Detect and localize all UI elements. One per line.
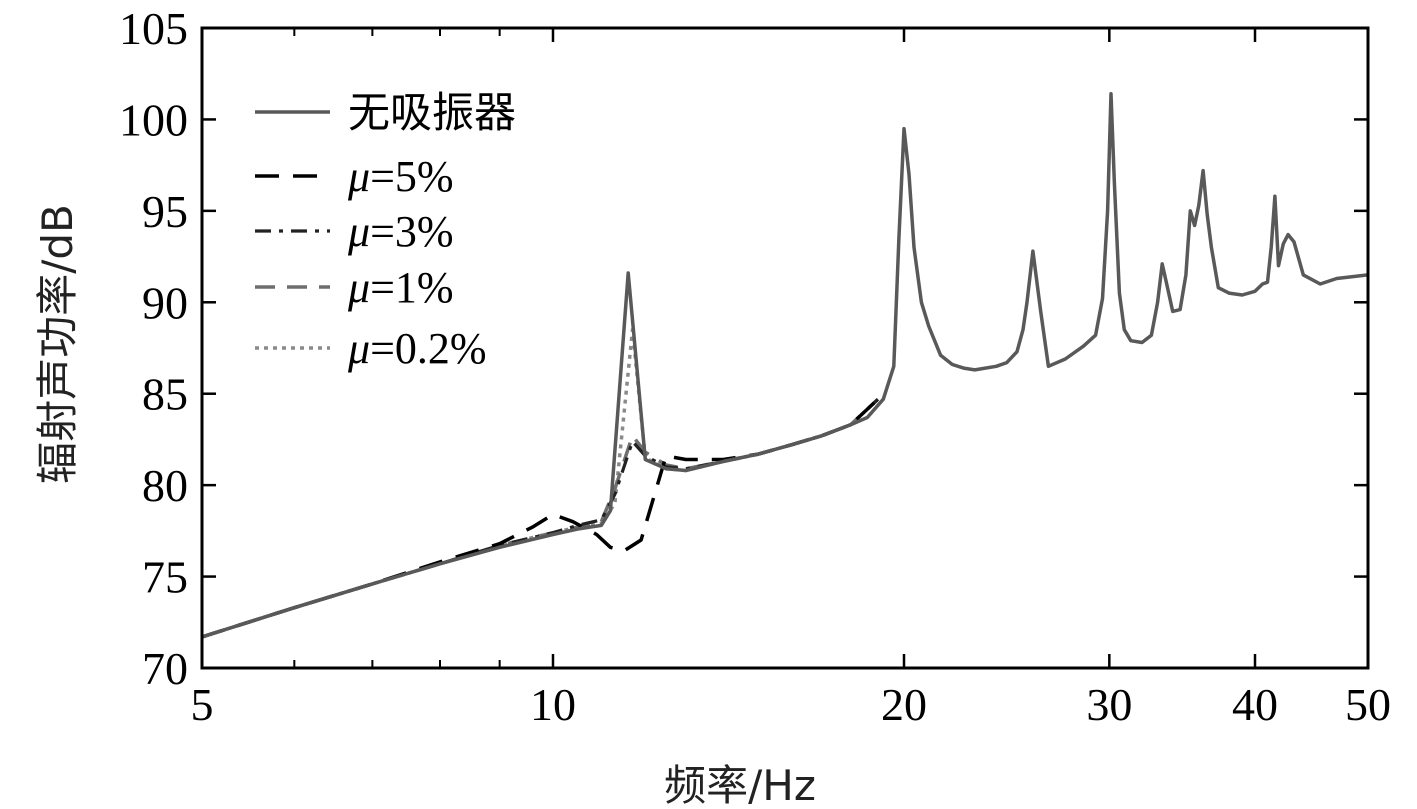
x-tick-label: 5 — [191, 679, 214, 730]
y-tick-label: 90 — [142, 277, 188, 328]
y-tick-label: 85 — [142, 369, 188, 420]
series-line-2 — [202, 397, 880, 639]
legend-mu-symbol: μ — [347, 207, 370, 256]
y-tick-label: 105 — [119, 3, 188, 54]
legend-mu-value: =3% — [370, 207, 453, 256]
tick-layer: 70 75 80 85 90 95 100 105 5 10 20 30 40 50 — [119, 3, 1391, 730]
axes-box — [200, 26, 1370, 670]
x-tick-label: 30 — [1086, 679, 1132, 730]
y-tick-label: 100 — [119, 94, 188, 145]
series-line-3 — [202, 398, 880, 639]
x-tick-label: 10 — [530, 679, 576, 730]
legend-mu-value: =5% — [370, 152, 453, 201]
legend-mu-symbol: μ — [347, 324, 370, 373]
series-line-1 — [202, 92, 1368, 639]
x-tick-label: 40 — [1232, 679, 1278, 730]
legend-mu-symbol: μ — [347, 152, 370, 201]
y-tick-label: 70 — [142, 643, 188, 694]
series-line-5 — [202, 327, 880, 639]
legend-label-1: 无吸振器 — [348, 88, 516, 137]
legend-label-3: μ=3% — [347, 207, 454, 256]
y-tick-label: 95 — [142, 186, 188, 237]
legend-label-4: μ=1% — [347, 263, 454, 312]
y-axis-title: 辐射声功率/dB — [33, 204, 82, 484]
legend-label-5: μ=0.2% — [347, 324, 487, 373]
axis-frame — [200, 26, 1370, 670]
legend-mu-value: =1% — [370, 263, 453, 312]
x-tick-label: 20 — [881, 679, 927, 730]
x-tick-label: 50 — [1345, 679, 1391, 730]
legend-mu-value: =0.2% — [370, 324, 486, 373]
legend-label-2: μ=5% — [347, 152, 454, 201]
legend-mu-symbol: μ — [347, 263, 370, 312]
series-line-4 — [202, 397, 880, 639]
x-axis-title: 频率/Hz — [664, 761, 816, 809]
y-tick-label: 75 — [142, 552, 188, 603]
y-tick-label: 80 — [142, 460, 188, 511]
series-layer — [202, 92, 1368, 639]
